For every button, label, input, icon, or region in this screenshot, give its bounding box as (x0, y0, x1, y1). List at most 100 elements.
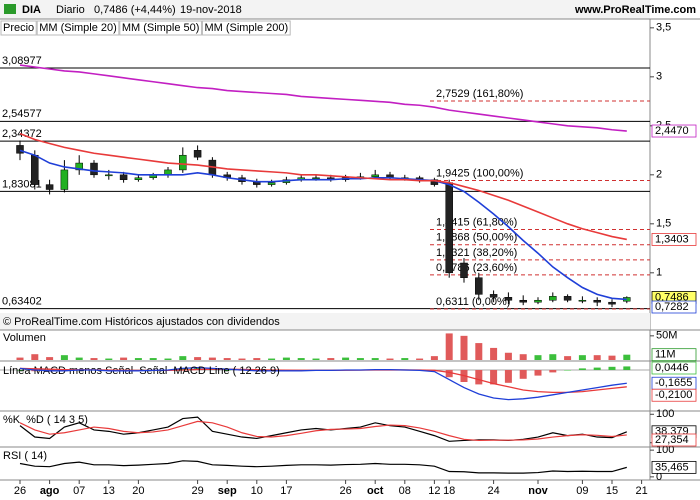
volume-bar (120, 357, 128, 360)
period: Diario (56, 4, 85, 16)
y-tick-label: 0 (656, 471, 662, 483)
candle-body (193, 150, 202, 158)
indicator-line (19, 420, 627, 442)
y-tick-label: 1 (656, 267, 662, 279)
candle-body (608, 301, 616, 305)
volume-bar (623, 354, 631, 360)
macd-line (19, 366, 627, 401)
volume-bar (223, 358, 231, 360)
candle-body (489, 294, 498, 298)
candle-body (179, 154, 187, 171)
candle-body (16, 145, 24, 154)
legend-box (201, 20, 291, 36)
candle-body (534, 299, 542, 303)
candle-body (593, 299, 601, 303)
volume-bar (371, 358, 379, 360)
macd-bar (593, 367, 601, 370)
volume-bar (401, 358, 409, 360)
volume-bar (134, 358, 142, 360)
candle-body (31, 154, 39, 185)
fib-label: 2,7529 (161,80%) (436, 88, 523, 100)
x-tick-label: 21 (635, 485, 647, 497)
x-tick-label: 18 (443, 485, 455, 497)
y-tick-label: 100 (656, 408, 674, 420)
candle-body (371, 174, 379, 178)
last-value-box (651, 361, 697, 375)
y-tick-label: 100 (656, 444, 674, 456)
fib-label: 1,2868 (50,00%) (436, 232, 517, 244)
panel-title: %D ( 14 3 5) (26, 414, 88, 426)
candle-body (504, 297, 513, 301)
macd-bar (490, 370, 498, 385)
legend-entry: MM (Simple 200) (204, 22, 288, 34)
x-tick-label: 09 (576, 485, 588, 497)
fib-label: 0,9786 (23,60%) (436, 262, 517, 274)
volume-bar (534, 355, 542, 360)
panel-title: RSI ( 14) (3, 450, 47, 462)
x-tick-label: ago (40, 485, 60, 497)
volume-bar (253, 358, 261, 360)
x-tick-label: 08 (399, 485, 411, 497)
site: www.ProRealTime.com (574, 4, 696, 16)
volume-bar (593, 355, 601, 360)
x-tick-label: nov (528, 485, 548, 497)
moving-average (19, 132, 627, 241)
y-tick-label: 3 (656, 71, 662, 83)
candle-body (105, 174, 113, 177)
volume-bar (416, 358, 424, 360)
last-value-label: 0,7486 (655, 291, 689, 303)
volume-bar (31, 354, 39, 360)
moving-average (19, 64, 627, 132)
footer-bar (0, 313, 650, 330)
candle-body (134, 177, 143, 180)
last-value-box (651, 433, 697, 447)
legend-box (119, 20, 202, 36)
macd-bar (608, 366, 616, 370)
last-value-label: 0,7282 (655, 301, 689, 313)
y-tick-label: 2 (656, 169, 662, 181)
date: 19-nov-2018 (180, 4, 242, 16)
volume-bar (430, 356, 438, 360)
macd-bar (504, 370, 512, 383)
volume-bar (149, 358, 157, 360)
macd-bar (564, 370, 572, 371)
last-value-label: 1,3403 (655, 233, 689, 245)
volume-bar (460, 335, 468, 360)
last-value-box (651, 388, 697, 402)
candle-body (60, 169, 69, 190)
last-value-box (651, 124, 697, 138)
level-label: 0,63402 (2, 296, 42, 308)
macd-bar (534, 370, 542, 376)
last-value-label: 2,4470 (655, 125, 689, 137)
volume-bar (356, 358, 364, 360)
x-tick-label: 26 (339, 485, 351, 497)
volume-bar (445, 333, 453, 360)
candle-body (578, 299, 587, 302)
volume-bar (475, 343, 483, 360)
last-value-label: 35,465 (655, 461, 689, 473)
volume-bar (578, 355, 586, 360)
fib-label: 1,4415 (61,80%) (436, 216, 517, 228)
y-tick-label: 1,5 (656, 218, 671, 230)
legend-box (36, 20, 120, 36)
last-value-label: -0,1655 (655, 377, 692, 389)
volume-bar (608, 355, 616, 360)
candle-body (267, 182, 276, 185)
x-tick-label: 20 (132, 485, 144, 497)
volume-bar (60, 355, 68, 360)
volume-bar (549, 354, 557, 360)
symbol-icon (4, 4, 16, 14)
x-tick-label: oct (367, 485, 384, 497)
fib-label: 0,6311 (0,00%) (436, 296, 510, 308)
last-value-box (651, 233, 697, 246)
candle-body (475, 277, 483, 295)
volume-bar (208, 357, 216, 360)
volume-bar (268, 358, 276, 360)
x-tick-label: 13 (103, 485, 115, 497)
legend-entry: MM (Simple 20) (39, 22, 117, 34)
macd-bar (475, 370, 483, 385)
volume-bar (46, 357, 54, 360)
volume-bar (179, 356, 187, 360)
